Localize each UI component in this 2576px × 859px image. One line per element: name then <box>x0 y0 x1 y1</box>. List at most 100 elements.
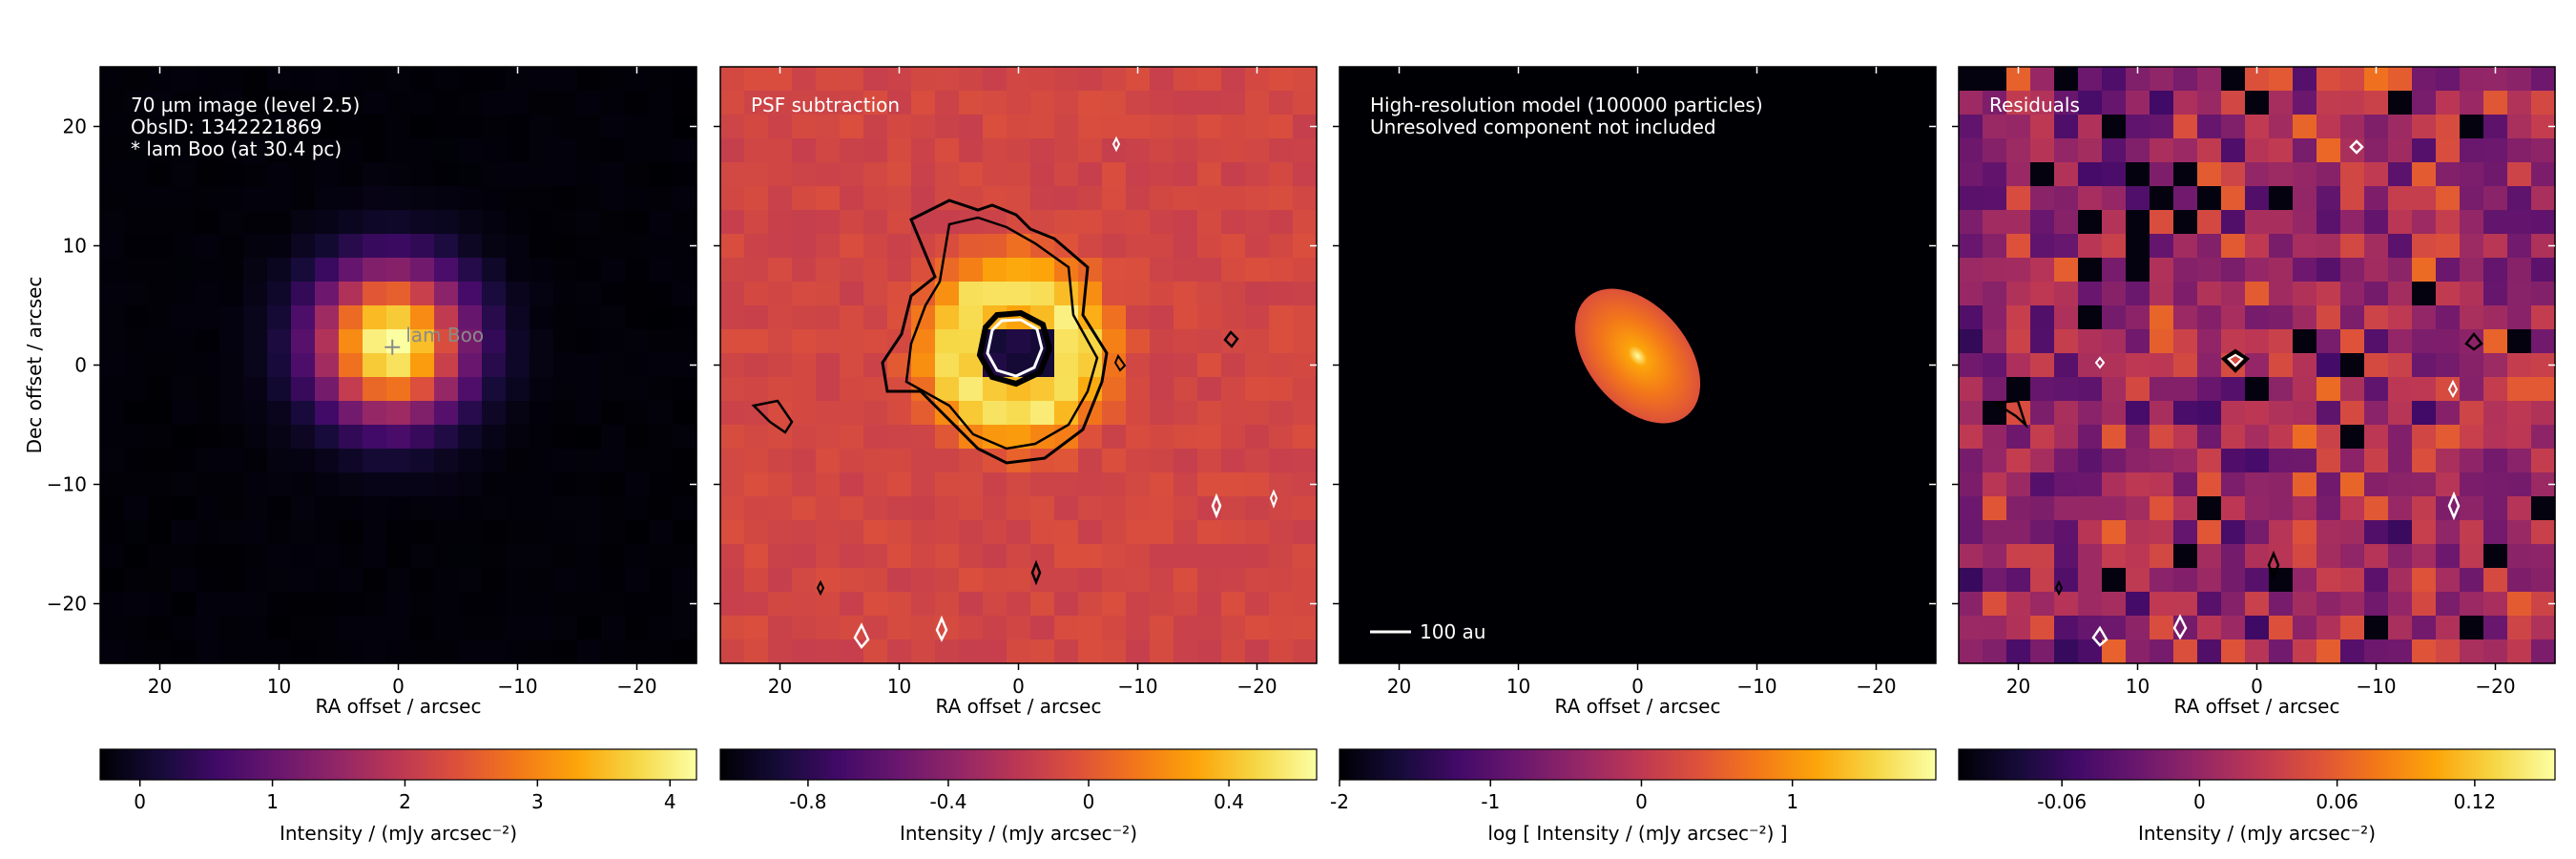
heatmap-cell <box>1030 544 1055 569</box>
heatmap-cell <box>100 234 125 259</box>
heatmap-cell <box>172 592 197 617</box>
heatmap-cell <box>2436 401 2461 426</box>
heatmap-cell <box>1197 353 1222 378</box>
heatmap-cell <box>553 138 578 163</box>
heatmap-cell <box>935 329 960 354</box>
heatmap-cell <box>625 162 650 187</box>
heatmap-cell <box>744 353 769 378</box>
heatmap-cell <box>2436 282 2461 306</box>
heatmap-cell <box>601 377 626 402</box>
heatmap-cell <box>2173 425 2198 450</box>
heatmap-cell <box>744 568 769 593</box>
heatmap-cell <box>1959 305 1984 330</box>
heatmap-cell <box>482 138 507 163</box>
heatmap-cell <box>291 520 316 545</box>
heatmap-cell <box>959 592 984 617</box>
heatmap-cell <box>2078 115 2103 139</box>
heatmap-cell <box>2173 282 2198 306</box>
heatmap-cell <box>2507 282 2532 306</box>
heatmap-cell <box>506 496 530 521</box>
heatmap-cell <box>1269 496 1294 521</box>
heatmap-cell <box>577 305 602 330</box>
heatmap-cell <box>386 234 411 259</box>
heatmap-cell <box>1126 210 1151 235</box>
heatmap-cell <box>363 544 387 569</box>
heatmap-cell <box>315 425 340 450</box>
heatmap-cell <box>720 472 745 497</box>
heatmap-cell <box>720 401 745 426</box>
heatmap-cell <box>1983 639 2007 664</box>
heatmap-cell <box>1983 425 2007 450</box>
heatmap-cell <box>2078 210 2103 235</box>
heatmap-cell <box>1054 592 1079 617</box>
x-tick-label: 20 <box>1387 675 1411 698</box>
heatmap-cell <box>744 329 769 354</box>
heatmap-cell <box>2197 449 2222 473</box>
heatmap-cell <box>458 91 483 115</box>
heatmap-cell <box>291 234 316 259</box>
heatmap-cell <box>2078 544 2103 569</box>
heatmap-cell <box>2197 568 2222 593</box>
heatmap-cell <box>863 210 888 235</box>
heatmap-cell <box>2460 544 2484 569</box>
heatmap-cell <box>1959 186 1984 211</box>
heatmap-cell <box>2269 115 2294 139</box>
heatmap-cell <box>1126 186 1151 211</box>
heatmap-cell <box>2054 449 2079 473</box>
heatmap-cell <box>840 592 864 617</box>
heatmap-cell <box>673 425 697 450</box>
heatmap-cell <box>577 67 602 92</box>
heatmap-cell <box>911 91 936 115</box>
heatmap-cell <box>291 568 316 593</box>
annotation-line: Unresolved component not included <box>1370 115 1716 138</box>
heatmap-cell <box>1007 138 1031 163</box>
heatmap-cell <box>2102 162 2127 187</box>
heatmap-cell <box>243 520 268 545</box>
heatmap-cell <box>553 67 578 92</box>
heatmap-cell <box>2460 91 2484 115</box>
heatmap-cell <box>2340 186 2365 211</box>
heatmap-cell <box>2507 329 2532 354</box>
heatmap-cell <box>1174 282 1198 306</box>
heatmap-cell <box>148 353 173 378</box>
heatmap-cell <box>2293 186 2317 211</box>
heatmap-cell <box>2412 353 2437 378</box>
heatmap-cell <box>2221 496 2246 521</box>
heatmap-cell <box>744 616 769 640</box>
heatmap-cell <box>2078 138 2103 163</box>
heatmap-cell <box>720 67 745 92</box>
heatmap-cell <box>2030 305 2055 330</box>
heatmap-cell <box>267 472 292 497</box>
heatmap-cell <box>100 449 125 473</box>
heatmap-cell <box>458 282 483 306</box>
heatmap-cell <box>768 115 793 139</box>
heatmap-cell <box>315 616 340 640</box>
heatmap-cell <box>2269 425 2294 450</box>
heatmap-cell <box>196 305 220 330</box>
contour-white-1 <box>853 622 870 650</box>
heatmap-cell <box>124 186 149 211</box>
heatmap-cell <box>1293 67 1318 92</box>
heatmap-cell <box>148 472 173 497</box>
heatmap-cell <box>1054 520 1079 545</box>
heatmap-cell <box>2364 401 2389 426</box>
heatmap-cell <box>887 91 912 115</box>
heatmap-cell <box>1959 162 1984 187</box>
heatmap-cell <box>840 282 864 306</box>
heatmap-cell <box>172 162 197 187</box>
heatmap-cell <box>363 425 387 450</box>
heatmap-cell <box>363 186 387 211</box>
heatmap-cell <box>983 115 1008 139</box>
heatmap-cell <box>2460 425 2484 450</box>
heatmap-cell <box>2102 401 2127 426</box>
heatmap-cell <box>196 401 220 426</box>
heatmap-cell <box>2126 162 2150 187</box>
heatmap-cell <box>2483 377 2508 402</box>
heatmap-cell <box>434 329 459 354</box>
heatmap-cell <box>458 425 483 450</box>
heatmap-cell <box>1126 258 1151 283</box>
heatmap-cell <box>1197 401 1222 426</box>
heatmap-cell <box>2221 115 2246 139</box>
heatmap-cell <box>2316 353 2341 378</box>
